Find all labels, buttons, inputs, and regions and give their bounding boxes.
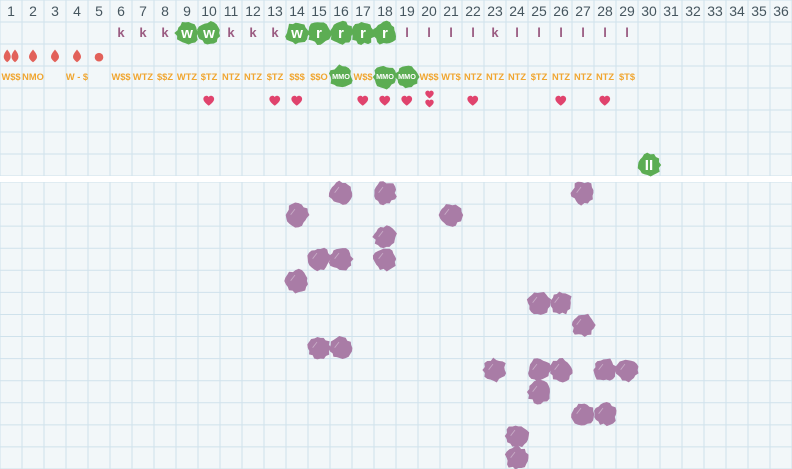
- svg-text:r: r: [316, 25, 322, 42]
- svg-text:w: w: [180, 25, 193, 42]
- svg-text:r: r: [382, 25, 388, 42]
- svg-text:r: r: [360, 25, 366, 42]
- svg-text:w: w: [202, 25, 215, 42]
- svg-text:II: II: [645, 157, 653, 174]
- svg-text:r: r: [338, 25, 344, 42]
- svg-text:w: w: [290, 25, 303, 42]
